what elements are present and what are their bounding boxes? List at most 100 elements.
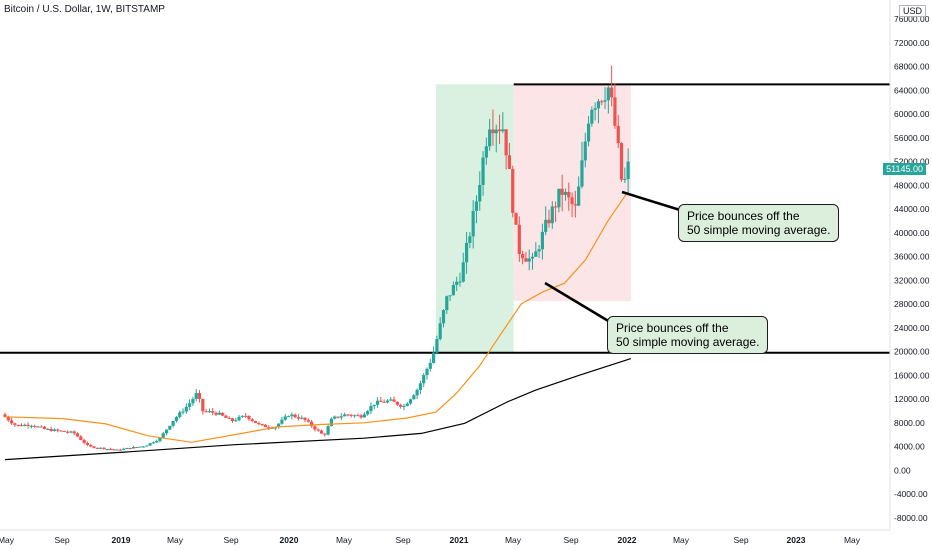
candle-body <box>405 403 409 406</box>
candle-body <box>464 242 469 263</box>
candle-body <box>19 425 24 427</box>
candle-body <box>306 420 310 422</box>
price-axis-label: 0.00 <box>894 465 911 475</box>
candle-body <box>62 430 66 432</box>
candle-body <box>286 416 291 418</box>
candle-body <box>445 296 449 311</box>
candle-body <box>514 212 518 225</box>
candle-body <box>336 416 340 418</box>
candle-body <box>474 201 479 211</box>
candle-body <box>395 401 399 405</box>
candle-body <box>247 415 251 420</box>
price-axis-label: 20000.00 <box>894 347 930 357</box>
annotation-callout-bottom: Price bounces off the 50 simple moving a… <box>607 316 769 354</box>
price-axis-label: 68000.00 <box>894 62 930 72</box>
candle-body <box>448 295 452 297</box>
price-axis-label: 12000.00 <box>894 394 930 404</box>
candle-body <box>346 414 350 416</box>
candle-body <box>6 417 10 421</box>
candle-body <box>402 405 406 407</box>
candle-body <box>102 447 106 450</box>
price-axis-label: 48000.00 <box>894 180 930 190</box>
candle-body <box>125 448 129 450</box>
candle-body <box>494 129 498 134</box>
candle-body <box>573 204 577 206</box>
candle-body <box>481 157 485 185</box>
candle-body <box>517 224 521 254</box>
candle-body <box>257 422 261 425</box>
candle-body <box>128 448 132 450</box>
candle-body <box>69 431 73 433</box>
time-axis-label: 2020 <box>280 535 299 545</box>
candle-body <box>570 197 574 205</box>
candle-body <box>593 108 597 110</box>
candle-body <box>214 412 218 415</box>
candle-body <box>168 425 172 430</box>
chart-title: Bitcoin / U.S. Dollar, 1W, BITSTAMP <box>4 4 165 15</box>
price-axis-label: -4000.00 <box>894 489 928 499</box>
annotation-pointers <box>544 190 681 324</box>
candle-body <box>563 191 568 195</box>
candle-body <box>399 404 403 407</box>
candle-body <box>359 415 363 418</box>
candle-body <box>616 125 620 144</box>
candle-body <box>504 129 508 156</box>
candle-body <box>92 446 96 448</box>
candle-body <box>468 236 472 243</box>
candle-body <box>16 424 20 426</box>
candle-body <box>418 383 423 390</box>
candle-body <box>296 417 301 419</box>
candle-body <box>66 431 70 433</box>
candle-body <box>72 431 76 434</box>
candle-body <box>224 415 228 418</box>
candle-body <box>425 368 429 376</box>
candle-body <box>171 420 175 426</box>
price-axis[interactable]: 76000.00 72000.00 68000.00 64000.00 60000.00… <box>894 14 930 523</box>
candle-body <box>537 249 541 252</box>
candle-body <box>626 161 630 179</box>
candle-body <box>534 251 538 257</box>
candle-body <box>382 401 386 403</box>
candle-body <box>250 419 254 421</box>
candle-body <box>362 414 366 418</box>
candle-body <box>408 399 413 404</box>
candle-body <box>530 256 535 259</box>
time-axis-label: May <box>167 535 184 545</box>
candle-body <box>164 429 169 434</box>
candle-body <box>303 417 307 421</box>
candle-body <box>95 447 99 449</box>
candle-body <box>596 101 601 109</box>
candle-body <box>184 406 188 412</box>
candle-body <box>56 429 60 431</box>
candle-body <box>435 338 439 353</box>
candle-body <box>207 411 212 413</box>
candlesticks <box>3 65 630 451</box>
candle-body <box>619 143 624 180</box>
candle-body <box>59 430 63 432</box>
candle-body <box>560 188 564 195</box>
candle-body <box>115 449 119 451</box>
candle-body <box>488 129 492 147</box>
candle-body <box>577 186 581 206</box>
price-axis-label: 4000.00 <box>894 442 925 452</box>
candle-body <box>283 416 287 420</box>
candle-body <box>3 414 7 418</box>
candle-body <box>211 411 215 413</box>
candle-body <box>131 446 136 449</box>
candle-body <box>333 416 337 419</box>
candle-body <box>178 412 182 418</box>
candle-body <box>33 425 37 427</box>
time-axis-label: May <box>0 535 15 545</box>
price-axis-label: 52000.00 <box>894 157 930 167</box>
currency-badge[interactable]: USD <box>898 5 926 17</box>
candle-body <box>46 428 50 430</box>
candle-body <box>323 433 327 435</box>
candle-body <box>260 424 264 426</box>
candle-body <box>349 414 353 416</box>
candle-body <box>339 416 343 418</box>
candle-body <box>217 412 221 415</box>
candle-body <box>194 393 198 400</box>
candle-body <box>108 448 113 450</box>
time-axis[interactable]: May Sep 2019 May Sep 2020 May Sep 2021 May Sep 2022… <box>0 535 861 545</box>
